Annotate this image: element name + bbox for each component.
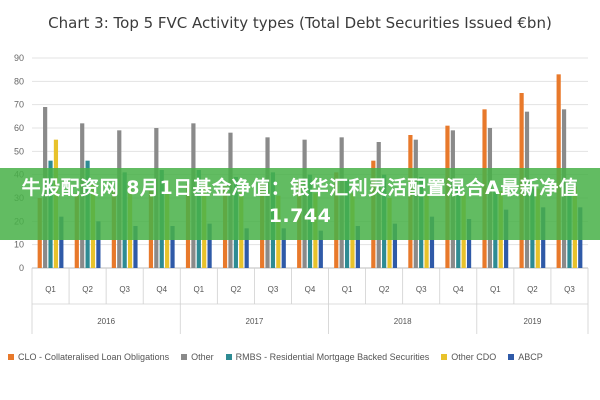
bar — [466, 219, 472, 268]
legend-item: CLO - Collateralised Loan Obligations — [8, 352, 169, 362]
x-tick-label: Q2 — [379, 285, 390, 294]
bar — [318, 230, 323, 268]
legend-label: Other — [191, 352, 214, 362]
legend-swatch — [508, 354, 515, 360]
x-tick-label: Q3 — [564, 285, 575, 294]
x-tick-label: Q1 — [342, 285, 353, 294]
x-tick-label: Q4 — [453, 285, 464, 294]
y-tick-label: 0 — [19, 263, 24, 273]
x-tick-label: Q3 — [416, 285, 427, 294]
year-label: 2019 — [524, 317, 542, 326]
year-label: 2017 — [246, 317, 264, 326]
bar — [244, 228, 249, 268]
bar — [133, 226, 138, 268]
legend-item: RMBS - Residential Mortgage Backed Secur… — [225, 352, 430, 362]
bar — [392, 223, 398, 268]
y-tick-label: 60 — [14, 123, 24, 133]
bar — [59, 216, 64, 268]
x-tick-label: Q2 — [82, 285, 93, 294]
bar — [170, 226, 175, 268]
legend-item: Other CDO — [441, 352, 496, 362]
bar — [207, 223, 212, 268]
legend-swatch — [181, 354, 188, 360]
x-tick-label: Q2 — [527, 285, 538, 294]
y-tick-label: 50 — [14, 146, 24, 156]
legend-item: Other — [181, 352, 214, 362]
x-tick-label: Q1 — [490, 285, 501, 294]
overlay-banner-text: 牛股配资网 8月1日基金净值：银华汇利灵活配置混合A最新净值1.744 — [21, 177, 579, 227]
y-tick-label: 70 — [14, 100, 24, 110]
y-tick-label: 10 — [14, 240, 24, 250]
overlay-banner: 牛股配资网 8月1日基金净值：银华汇利灵活配置混合A最新净值1.744 — [0, 168, 600, 240]
chart-title: Chart 3: Top 5 FVC Activity types (Total… — [48, 14, 552, 32]
bar — [96, 221, 101, 268]
year-label: 2018 — [394, 317, 412, 326]
legend-swatch — [225, 354, 232, 360]
x-tick-label: Q1 — [193, 285, 204, 294]
legend-label: ABCP — [518, 352, 543, 362]
x-tick-label: Q1 — [45, 285, 56, 294]
legend-item: ABCP — [508, 352, 543, 362]
legend-label: RMBS - Residential Mortgage Backed Secur… — [235, 352, 430, 362]
bar — [281, 228, 286, 268]
bar — [429, 216, 435, 268]
chart-legend: CLO - Collateralised Loan Obligations Oth… — [8, 352, 598, 362]
x-tick-label: Q3 — [119, 285, 130, 294]
x-tick-label: Q4 — [156, 285, 167, 294]
bar — [355, 226, 360, 268]
x-tick-label: Q2 — [231, 285, 242, 294]
y-tick-label: 80 — [14, 76, 24, 86]
y-tick-label: 90 — [14, 53, 24, 63]
x-tick-label: Q4 — [305, 285, 316, 294]
legend-label: Other CDO — [451, 352, 497, 362]
legend-swatch — [441, 354, 448, 360]
legend-label: CLO - Collateralised Loan Obligations — [18, 352, 170, 362]
x-tick-label: Q3 — [268, 285, 279, 294]
year-label: 2016 — [97, 317, 115, 326]
legend-swatch — [8, 354, 14, 360]
